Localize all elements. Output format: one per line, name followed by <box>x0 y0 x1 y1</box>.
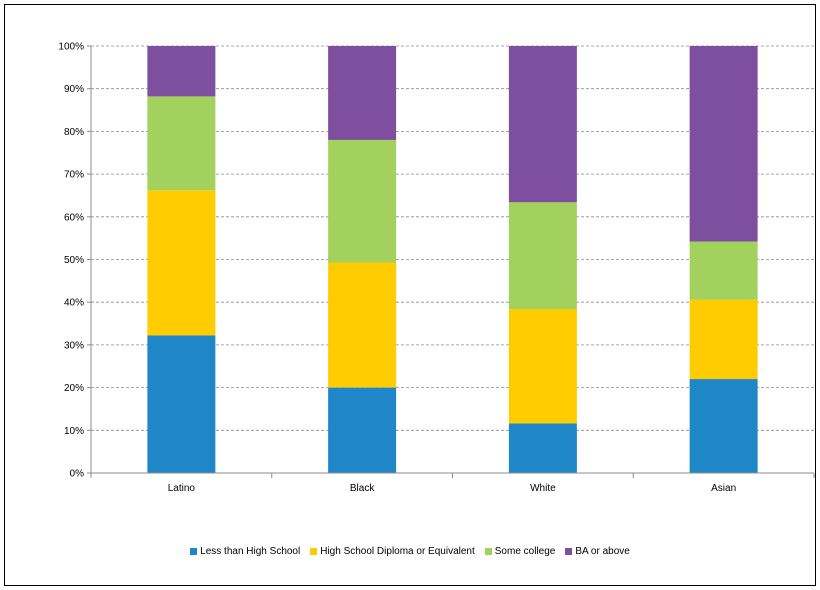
y-tick-label: 0% <box>70 469 85 480</box>
bar-latino-less-than-high-school <box>147 335 216 473</box>
y-tick-label: 40% <box>64 298 84 309</box>
y-tick-label: 80% <box>64 127 84 138</box>
x-tick-label: White <box>530 483 556 494</box>
x-tick-label: Latino <box>168 483 196 494</box>
legend-label: High School Diploma or Equivalent <box>320 546 475 557</box>
y-tick-label: 50% <box>64 255 84 266</box>
chart-frame <box>4 4 816 586</box>
bar-black-some-college <box>328 139 397 263</box>
bar-black-less-than-high-school <box>328 387 397 473</box>
axes <box>87 45 815 478</box>
legend-swatch <box>484 548 492 555</box>
x-tick-label: Asian <box>711 483 736 494</box>
y-tick-label: 10% <box>64 426 84 437</box>
legend-swatch <box>190 548 198 555</box>
legend-swatch <box>310 548 318 555</box>
bar-asian-some-college <box>689 241 758 300</box>
legend-label: Some college <box>494 546 556 557</box>
bar-white-less-than-high-school <box>508 423 577 473</box>
y-tick-label: 90% <box>64 84 84 95</box>
tick-labels: 0% 10% 20% 30% 40% 50% 60% 70% 80% 90% 100% Latino B… <box>58 42 736 495</box>
bar-asian-ba-or-above <box>689 46 758 242</box>
legend-label: Less than High School <box>200 546 301 557</box>
y-tick-label: 30% <box>64 340 84 351</box>
legend-item: BA or above <box>565 546 630 557</box>
y-tick-label: 100% <box>58 42 84 53</box>
bar-black-ba-or-above <box>328 46 397 140</box>
bar-latino-ba-or-above <box>147 46 216 97</box>
y-tick-label: 60% <box>64 212 84 223</box>
bar-white-some-college <box>508 202 577 310</box>
bar-asian-high-school-diploma-or-equivalent <box>689 299 758 380</box>
y-tick-label: 70% <box>64 170 84 181</box>
bars <box>147 46 758 473</box>
legend-item: Some college <box>484 546 556 557</box>
bar-black-high-school-diploma-or-equivalent <box>328 262 397 388</box>
legend-item: High School Diploma or Equivalent <box>310 546 475 557</box>
y-tick-label: 20% <box>64 383 84 394</box>
legend-item: Less than High School <box>190 546 300 557</box>
legend-label: BA or above <box>575 546 630 557</box>
x-tick-label: Black <box>350 483 375 494</box>
bar-latino-some-college <box>147 96 216 191</box>
legend-swatch <box>565 548 573 555</box>
legend: Less than High School High School Diploma… <box>0 546 820 557</box>
bar-white-high-school-diploma-or-equivalent <box>508 309 577 424</box>
bar-asian-less-than-high-school <box>689 379 758 473</box>
bar-latino-high-school-diploma-or-equivalent <box>147 190 216 336</box>
bar-white-ba-or-above <box>508 46 577 203</box>
